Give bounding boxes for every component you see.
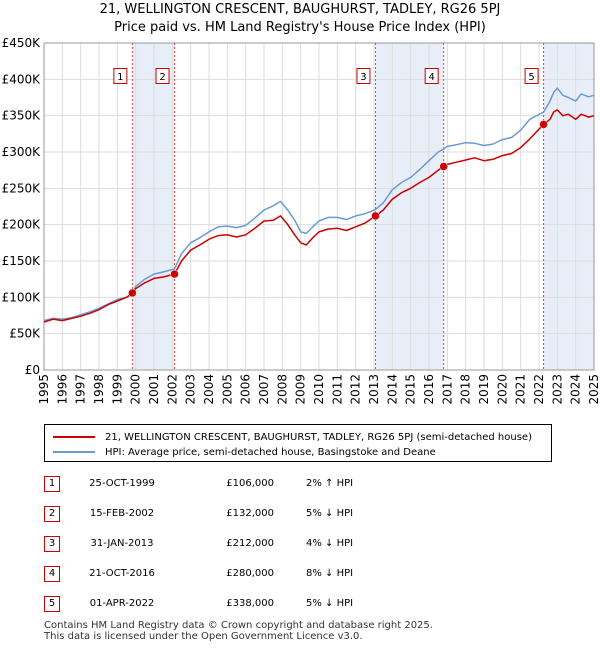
legend-entry-hpi: HPI: Average price, semi-detached house,… (53, 445, 436, 459)
x-tick-label: 2004 (202, 374, 216, 405)
sale-date: 31-JAN-2013 (90, 538, 154, 549)
x-tick-label: 2013 (367, 374, 381, 405)
x-tick-label: 1999 (110, 374, 124, 405)
legend-swatch-hpi (53, 451, 95, 453)
x-tick-label: 2005 (220, 374, 234, 405)
y-tick-label: £100K (2, 290, 42, 304)
x-tick-label: 2023 (550, 374, 564, 405)
y-tick-label: £50K (9, 327, 41, 341)
x-tick-label: 1995 (37, 374, 51, 405)
y-tick-label: £0 (25, 363, 40, 377)
x-tick-label: 2024 (569, 374, 583, 405)
sale-label-text: 5 (528, 72, 534, 83)
x-tick-label: 2021 (514, 374, 528, 405)
sale-number-badge: 1 (44, 476, 60, 492)
sale-label-box (524, 68, 539, 84)
sale-label-text: 4 (428, 72, 434, 83)
series-line-property (43, 109, 595, 323)
sale-hpi-diff: 8% ↓ HPI (306, 568, 354, 579)
plot-frame (43, 42, 595, 371)
sale-date: 15-FEB-2002 (89, 508, 155, 519)
sale-label-box (113, 68, 128, 84)
x-tick-label: 1996 (55, 374, 69, 405)
sale-date: 21-OCT-2016 (89, 568, 155, 579)
x-tick-label: 2025 (587, 374, 600, 405)
sale-price: £338,000 (226, 598, 274, 609)
x-tick-label: 2019 (477, 374, 491, 405)
y-tick-label: £300K (2, 145, 42, 159)
sale-number-badge: 4 (44, 566, 60, 582)
sale-number-badge: 2 (44, 506, 60, 522)
footer-copyright: Contains HM Land Registry data © Crown c… (44, 620, 433, 631)
x-tick-label: 2017 (440, 374, 454, 405)
x-tick-label: 2001 (147, 374, 161, 405)
legend-label-hpi: HPI: Average price, semi-detached house,… (105, 446, 436, 458)
x-tick-label: 2011 (330, 374, 344, 405)
x-tick-label: 2008 (275, 374, 289, 405)
x-tick-label: 2018 (459, 374, 473, 405)
sale-point (439, 162, 448, 171)
y-tick-label: £400K (2, 72, 42, 86)
price-chart: £0 £50K £100K £150K £200K £250K £300K £350K £400… (2, 36, 600, 405)
sale-hpi-diff: 2% ↑ HPI (306, 478, 354, 489)
sale-hpi-diff: 4% ↓ HPI (306, 538, 354, 549)
x-tick-label: 2016 (422, 374, 436, 405)
sale-period-shade (543, 43, 594, 370)
series-line-hpi (43, 87, 595, 322)
x-tick-label: 2020 (495, 374, 509, 405)
legend-label-property: 21, WELLINGTON CRESCENT, BAUGHURST, TADL… (105, 431, 532, 443)
sale-price: £132,000 (226, 508, 274, 519)
y-tick-label: £200K (2, 218, 42, 232)
sale-price: £280,000 (226, 568, 274, 579)
sale-hpi-diff: 5% ↓ HPI (306, 508, 354, 519)
x-tick-label: 2003 (184, 374, 198, 405)
chart-title: 21, WELLINGTON CRESCENT, BAUGHURST, TADL… (99, 2, 501, 17)
y-tick-label: £250K (2, 181, 42, 195)
sale-point (170, 269, 179, 279)
x-tick-label: 2007 (257, 374, 271, 405)
x-tick-label: 1998 (92, 374, 106, 405)
x-tick-label: 2015 (404, 374, 418, 405)
sale-hpi-diff: 5% ↓ HPI (306, 598, 354, 609)
sale-point (128, 288, 137, 298)
x-tick-label: 2014 (385, 374, 399, 405)
x-tick-label: 2012 (349, 374, 363, 405)
chart-subtitle: Price paid vs. HM Land Registry's House … (114, 20, 486, 35)
sale-price: £106,000 (226, 478, 274, 489)
x-tick-label: 2002 (165, 374, 179, 405)
x-tick-label: 2010 (312, 374, 326, 405)
sale-label-text: 3 (360, 72, 366, 83)
sale-number-badge: 3 (44, 536, 60, 552)
sale-point (371, 211, 380, 221)
x-tick-label: 2006 (239, 374, 253, 405)
x-tick-label: 2022 (532, 374, 546, 405)
sale-date: 25-OCT-1999 (89, 478, 155, 489)
legend-swatch-property (53, 436, 95, 438)
sale-price: £212,000 (226, 538, 274, 549)
sale-number-badge: 5 (44, 596, 60, 612)
legend-entry-property: 21, WELLINGTON CRESCENT, BAUGHURST, TADL… (53, 430, 532, 444)
sale-label-text: 1 (117, 72, 123, 83)
sale-label-text: 2 (159, 72, 165, 83)
sale-period-shade (132, 43, 175, 370)
y-tick-label: £350K (2, 109, 42, 123)
x-tick-label: 1997 (74, 374, 88, 405)
sale-date: 01-APR-2022 (89, 598, 155, 609)
footer-licence: This data is licensed under the Open Gov… (44, 631, 363, 642)
y-tick-label: £150K (2, 254, 42, 268)
sale-label-box (424, 68, 439, 84)
sale-label-box (356, 68, 371, 84)
x-tick-label: 2000 (129, 374, 143, 405)
y-tick-label: £450K (2, 36, 42, 50)
chart-legend: 21, WELLINGTON CRESCENT, BAUGHURST, TADL… (44, 424, 552, 462)
sale-point (539, 120, 548, 129)
sale-label-box (155, 68, 170, 84)
x-tick-label: 2009 (294, 374, 308, 405)
